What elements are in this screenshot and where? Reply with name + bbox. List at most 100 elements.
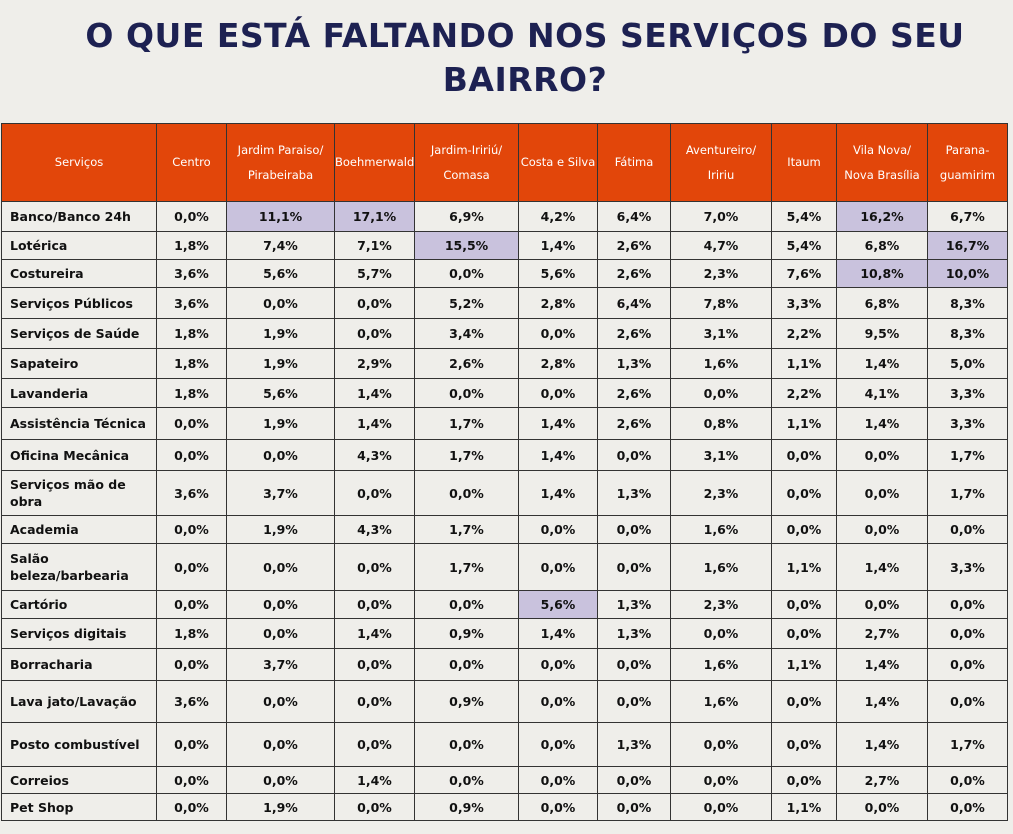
table-row: Borracharia 0,0% 3,7% 0,0% 0,0% 0,0% 0,0% 1,6% 1… <box>1 648 1008 681</box>
column-header: Fátima <box>597 123 671 202</box>
value-cell: 0,0% <box>156 793 227 821</box>
value-cell: 1,4% <box>518 618 598 649</box>
value-cell: 0,0% <box>156 766 227 794</box>
value-cell: 0,0% <box>156 648 227 681</box>
value-cell: 0,0% <box>334 470 415 516</box>
value-cell: 1,6% <box>670 680 772 723</box>
value-cell: 2,6% <box>597 231 671 260</box>
value-cell: 0,0% <box>414 259 519 288</box>
value-cell: 0,0% <box>927 766 1008 794</box>
value-cell: 15,5% <box>414 231 519 260</box>
value-cell: 1,4% <box>334 378 415 408</box>
value-cell: 0,0% <box>414 722 519 767</box>
value-cell: 0,0% <box>414 470 519 516</box>
service-label: Banco/Banco 24h <box>1 201 157 232</box>
value-cell: 0,0% <box>414 378 519 408</box>
value-cell: 0,0% <box>597 793 671 821</box>
column-header: Jardim Paraiso/ Pirabeiraba <box>226 123 335 202</box>
value-cell: 0,0% <box>836 590 928 619</box>
value-cell: 7,6% <box>771 259 837 288</box>
value-cell: 1,6% <box>670 515 772 544</box>
table-row: Serviços mão de obra 3,6% 3,7% 0,0% 0,0% 1,4%… <box>1 470 1008 516</box>
service-label: Posto combustível <box>1 722 157 767</box>
value-cell: 5,6% <box>518 590 598 619</box>
value-cell: 2,9% <box>334 348 415 379</box>
value-cell: 6,4% <box>597 287 671 319</box>
value-cell: 0,0% <box>927 618 1008 649</box>
value-cell: 1,9% <box>226 318 335 349</box>
table-row: Serviços de Saúde 1,8% 1,9% 0,0% 3,4% 0,0% 2,6… <box>1 318 1008 349</box>
value-cell: 6,7% <box>927 201 1008 232</box>
value-cell: 0,0% <box>226 590 335 619</box>
value-cell: 1,8% <box>156 318 227 349</box>
value-cell: 6,8% <box>836 287 928 319</box>
value-cell: 1,6% <box>670 543 772 591</box>
value-cell: 0,0% <box>226 680 335 723</box>
service-label: Academia <box>1 515 157 544</box>
value-cell: 0,0% <box>771 722 837 767</box>
value-cell: 4,1% <box>836 378 928 408</box>
value-cell: 1,4% <box>518 407 598 440</box>
value-cell: 3,4% <box>414 318 519 349</box>
value-cell: 3,1% <box>670 439 772 471</box>
value-cell: 0,0% <box>518 766 598 794</box>
value-cell: 7,8% <box>670 287 772 319</box>
value-cell: 4,7% <box>670 231 772 260</box>
service-label: Assistência Técnica <box>1 407 157 440</box>
value-cell: 9,5% <box>836 318 928 349</box>
value-cell: 0,0% <box>334 648 415 681</box>
value-cell: 0,0% <box>597 680 671 723</box>
value-cell: 0,0% <box>334 722 415 767</box>
value-cell: 1,6% <box>670 648 772 681</box>
value-cell: 2,8% <box>518 287 598 319</box>
value-cell: 3,3% <box>927 407 1008 440</box>
table-row: Academia 0,0% 1,9% 4,3% 1,7% 0,0% 0,0% 1,6% 0,0%… <box>1 515 1008 544</box>
service-label: Borracharia <box>1 648 157 681</box>
value-cell: 0,9% <box>414 680 519 723</box>
column-header-services: Serviços <box>1 123 157 202</box>
value-cell: 2,7% <box>836 618 928 649</box>
value-cell: 0,0% <box>156 590 227 619</box>
value-cell: 1,8% <box>156 231 227 260</box>
table-row: Correios 0,0% 0,0% 1,4% 0,0% 0,0% 0,0% 0,0% 0,0%… <box>1 766 1008 794</box>
value-cell: 1,3% <box>597 590 671 619</box>
value-cell: 1,1% <box>771 348 837 379</box>
value-cell: 7,1% <box>334 231 415 260</box>
table-row: Assistência Técnica 0,0% 1,9% 1,4% 1,7% 1,4% 2… <box>1 407 1008 440</box>
value-cell: 5,6% <box>518 259 598 288</box>
column-header: Itaum <box>771 123 837 202</box>
service-label: Sapateiro <box>1 348 157 379</box>
value-cell: 0,0% <box>771 515 837 544</box>
services-table: Serviços Centro Jardim Paraiso/ Pirabeirab… <box>1 123 1008 821</box>
value-cell: 3,6% <box>156 680 227 723</box>
service-label: Serviços digitais <box>1 618 157 649</box>
value-cell: 0,0% <box>597 766 671 794</box>
table-row: Serviços digitais 1,8% 0,0% 1,4% 0,9% 1,4% 1,3… <box>1 618 1008 649</box>
value-cell: 1,3% <box>597 348 671 379</box>
table-row: Posto combustível 0,0% 0,0% 0,0% 0,0% 0,0% 1,3… <box>1 722 1008 767</box>
value-cell: 7,4% <box>226 231 335 260</box>
value-cell: 0,0% <box>226 618 335 649</box>
table-row: Banco/Banco 24h 0,0% 11,1% 17,1% 6,9% 4,2% 6,4… <box>1 201 1008 232</box>
value-cell: 0,0% <box>156 722 227 767</box>
value-cell: 0,9% <box>414 793 519 821</box>
value-cell: 0,0% <box>518 515 598 544</box>
value-cell: 0,0% <box>670 793 772 821</box>
column-header: Jardim-Iririú/ Comasa <box>414 123 519 202</box>
value-cell: 0,0% <box>771 618 837 649</box>
value-cell: 1,7% <box>414 515 519 544</box>
value-cell: 1,1% <box>771 543 837 591</box>
value-cell: 0,0% <box>414 766 519 794</box>
value-cell: 6,4% <box>597 201 671 232</box>
value-cell: 0,0% <box>414 648 519 681</box>
value-cell: 0,0% <box>518 680 598 723</box>
value-cell: 0,0% <box>334 590 415 619</box>
value-cell: 1,7% <box>414 407 519 440</box>
value-cell: 10,0% <box>927 259 1008 288</box>
value-cell: 1,4% <box>836 722 928 767</box>
value-cell: 0,0% <box>518 318 598 349</box>
value-cell: 1,8% <box>156 348 227 379</box>
value-cell: 1,1% <box>771 793 837 821</box>
value-cell: 2,2% <box>771 318 837 349</box>
value-cell: 0,0% <box>670 766 772 794</box>
